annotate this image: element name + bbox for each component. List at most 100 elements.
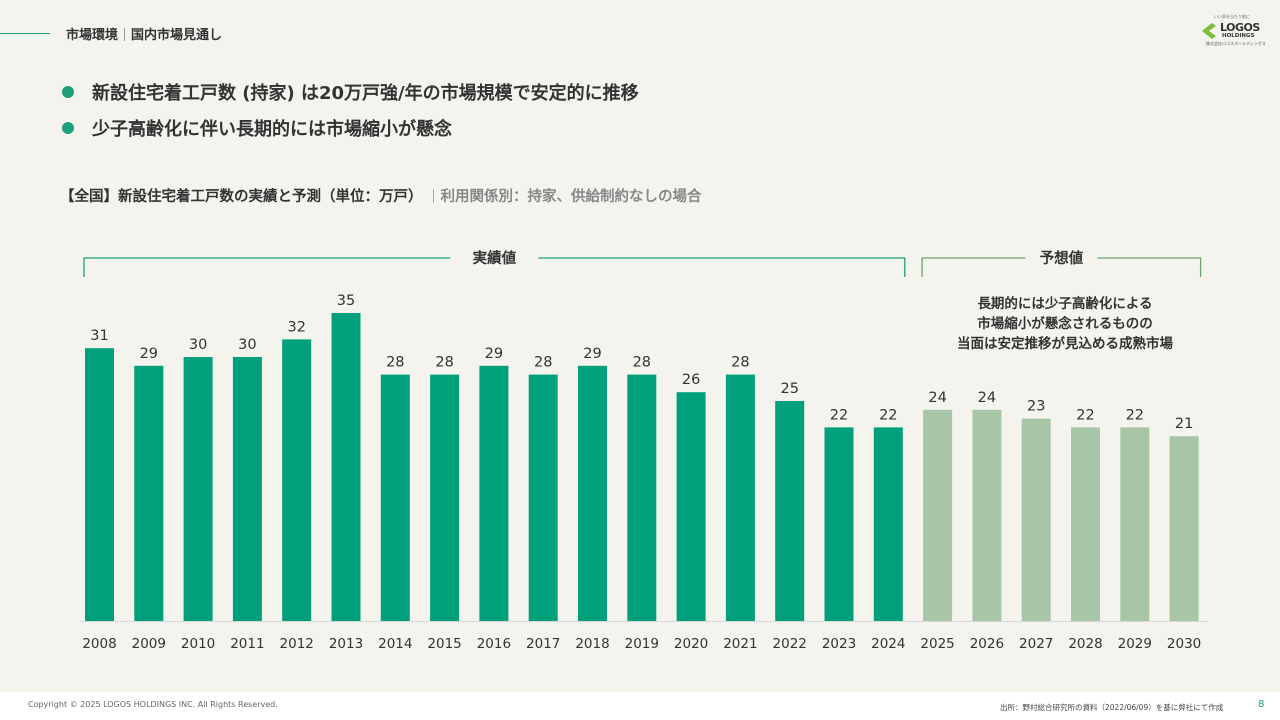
data-label: 24 <box>978 390 996 406</box>
bracket-line <box>538 257 906 277</box>
data-label: 29 <box>140 346 158 362</box>
data-label: 29 <box>485 346 503 362</box>
x-tick-label: 2030 <box>1167 636 1201 652</box>
data-label: 22 <box>1076 407 1094 423</box>
key-point: 新設住宅着工戸数 (持家) は20万戸強/年の市場規模で安定的に推移 <box>62 74 639 110</box>
x-tick-label: 2014 <box>378 636 412 652</box>
bullet-dot-icon <box>62 122 74 134</box>
bullet-dot-icon <box>62 86 74 98</box>
bar-actual <box>479 365 509 621</box>
bar-actual <box>134 365 164 621</box>
bar-forecast <box>972 409 1002 621</box>
x-tick-label: 2017 <box>526 636 560 652</box>
x-tick-label: 2018 <box>575 636 609 652</box>
data-label: 28 <box>731 355 749 371</box>
key-points: 新設住宅着工戸数 (持家) は20万戸強/年の市場規模で安定的に推移 少子高齢化… <box>62 74 639 146</box>
data-label: 28 <box>633 355 651 371</box>
bar-forecast <box>1071 427 1100 621</box>
x-tick-label: 2016 <box>477 636 511 652</box>
logo-holdings: HOLDINGS <box>1222 33 1255 39</box>
bar-forecast <box>923 409 953 621</box>
data-label: 22 <box>830 407 848 423</box>
data-label: 28 <box>534 355 552 371</box>
bar-actual <box>430 374 460 621</box>
bar-forecast <box>1120 427 1150 621</box>
bar-actual <box>380 374 410 621</box>
data-label: 35 <box>337 293 355 309</box>
bar-actual <box>85 348 114 621</box>
data-label: 28 <box>386 355 404 371</box>
logo-company: 株式会社ロゴスホールディングス <box>1206 41 1266 46</box>
source-note: 出所：野村総合研究所の資料（2022/06/09）を基に弊社にて作成 <box>1000 703 1224 712</box>
data-label: 31 <box>90 328 108 344</box>
data-label: 23 <box>1027 399 1045 415</box>
breadcrumb-subsection: 国内市場見通し <box>131 28 223 43</box>
bar-actual <box>725 374 755 621</box>
bar-actual <box>232 357 262 621</box>
x-tick-label: 2011 <box>230 636 264 652</box>
x-tick-label: 2023 <box>822 636 856 652</box>
x-tick-label: 2013 <box>329 636 363 652</box>
bar-forecast <box>1021 418 1051 621</box>
logo-chevron-icon <box>1202 23 1216 39</box>
company-logo: いい家を当たり前に LOGOS HOLDINGS 株式会社ロゴスホールディングス <box>1200 14 1266 48</box>
data-label: 29 <box>583 346 601 362</box>
logo-tagline: いい家を当たり前に <box>1214 14 1250 19</box>
bar-actual <box>183 357 213 621</box>
bracket-line <box>1097 257 1202 277</box>
x-tick-label: 2015 <box>427 636 461 652</box>
x-tick-label: 2008 <box>82 636 116 652</box>
bracket-label: 実績値 <box>473 249 517 267</box>
bar-actual <box>824 427 854 621</box>
key-point-text: 少子高齢化に伴い長期的には市場縮小が懸念 <box>92 119 452 140</box>
logo-name: LOGOS <box>1220 21 1260 34</box>
key-point: 少子高齢化に伴い長期的には市場縮小が懸念 <box>62 110 639 146</box>
forecast-annotation: 当面は安定推移が見込める成熟市場 <box>957 335 1173 352</box>
bar-actual <box>528 374 558 621</box>
data-label: 30 <box>189 337 207 353</box>
header-accent-line <box>0 33 50 34</box>
data-label: 28 <box>435 355 453 371</box>
key-point-text: 新設住宅着工戸数 (持家) は20万戸強/年の市場規模で安定的に推移 <box>92 83 639 104</box>
bracket-line <box>921 257 1026 277</box>
x-tick-label: 2024 <box>871 636 905 652</box>
x-tick-label: 2019 <box>625 636 659 652</box>
data-label: 22 <box>879 407 897 423</box>
bar-actual <box>627 374 657 621</box>
data-label: 25 <box>780 381 798 397</box>
x-tick-label: 2021 <box>723 636 757 652</box>
data-label: 30 <box>238 337 256 353</box>
bar-actual <box>282 339 312 621</box>
x-tick-label: 2026 <box>970 636 1004 652</box>
x-tick-label: 2022 <box>773 636 807 652</box>
bar-actual <box>873 427 903 621</box>
chart-heading: 【全国】新設住宅着工戸数の実績と予測（単位：万戸） 利用関係別：持家、供給制約なし… <box>60 185 702 206</box>
footer: Copyright © 2025 LOGOS HOLDINGS INC. All… <box>0 692 1280 720</box>
forecast-annotation: 長期的には少子高齢化による <box>977 295 1152 312</box>
data-label: 26 <box>682 372 700 388</box>
x-tick-label: 2028 <box>1068 636 1102 652</box>
chart-title: 【全国】新設住宅着工戸数の実績と予測（単位：万戸） <box>60 189 423 205</box>
page-number: 8 <box>1258 699 1265 710</box>
x-tick-label: 2029 <box>1118 636 1152 652</box>
data-label: 32 <box>287 319 305 335</box>
data-label: 22 <box>1126 407 1144 423</box>
bar-actual <box>676 392 706 621</box>
data-label: 21 <box>1175 416 1193 432</box>
chart-condition: 利用関係別：持家、供給制約なしの場合 <box>440 189 702 205</box>
x-tick-label: 2009 <box>132 636 166 652</box>
x-tick-label: 2012 <box>280 636 314 652</box>
bracket-label: 予想値 <box>1040 249 1084 267</box>
bar-actual <box>578 365 607 621</box>
bracket-line <box>83 257 451 277</box>
data-label: 24 <box>928 390 946 406</box>
bar-chart: 31 2008 29 2009 30 2010 30 2011 32 2012 35 2013 28 20… <box>80 249 1208 652</box>
forecast-annotation: 市場縮小が懸念されるものの <box>977 315 1153 332</box>
breadcrumb: 市場環境 国内市場見通し <box>66 24 222 43</box>
bar-actual <box>775 401 805 621</box>
x-tick-label: 2020 <box>674 636 708 652</box>
copyright: Copyright © 2025 LOGOS HOLDINGS INC. All… <box>28 700 278 709</box>
breadcrumb-section: 市場環境 <box>66 28 119 43</box>
x-tick-label: 2025 <box>920 636 954 652</box>
bar-forecast <box>1169 436 1199 621</box>
